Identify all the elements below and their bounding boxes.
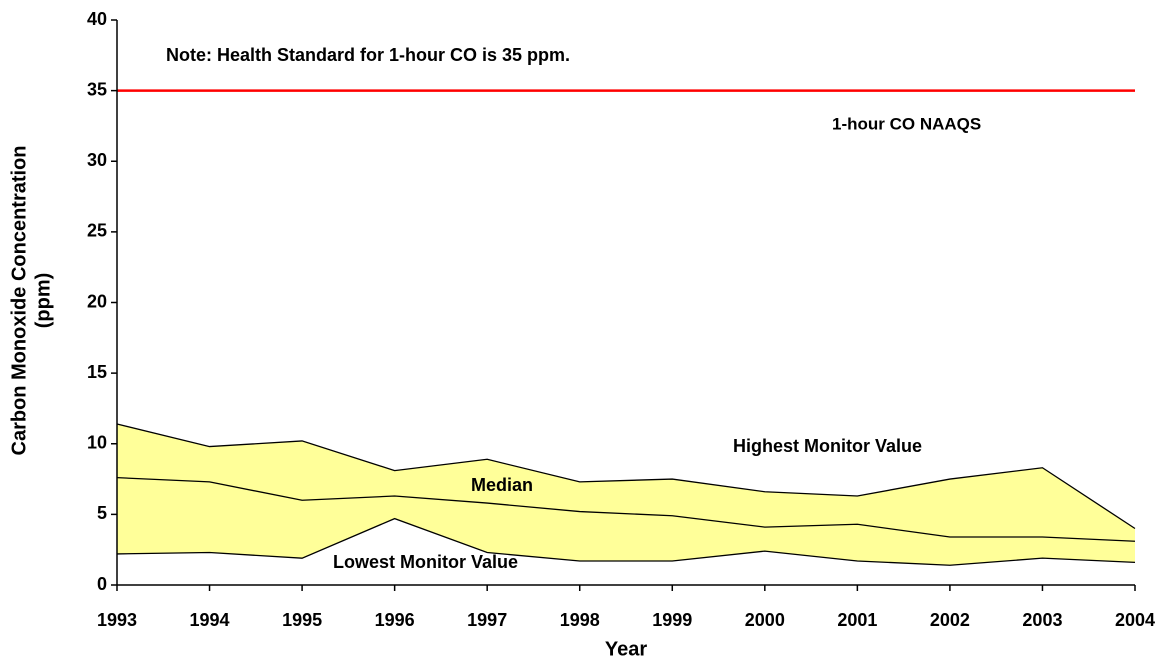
reference-label: 1-hour CO NAAQS: [832, 114, 981, 133]
y-tick-label: 5: [97, 503, 107, 523]
series-label: Median: [471, 475, 533, 495]
x-tick-label: 2003: [1022, 610, 1062, 630]
series-line: [116, 423, 1136, 530]
series-label: Lowest Monitor Value: [333, 552, 518, 572]
x-tick-label: 1997: [467, 610, 507, 630]
y-tick-label: 30: [87, 150, 107, 170]
y-tick-label: 15: [87, 362, 107, 382]
y-axis-label: (ppm): [32, 273, 54, 329]
series-label: Highest Monitor Value: [733, 436, 922, 456]
series-line: [116, 517, 1136, 566]
band-area: [117, 423, 1135, 566]
x-tick-label: 1999: [652, 610, 692, 630]
y-tick-label: 40: [87, 9, 107, 29]
x-tick-label: 1994: [190, 610, 230, 630]
y-tick-label: 10: [87, 433, 107, 453]
y-tick-label: 0: [97, 574, 107, 594]
x-tick-label: 2004: [1115, 610, 1155, 630]
x-tick-label: 1995: [282, 610, 322, 630]
x-tick-label: 2002: [930, 610, 970, 630]
x-tick-label: 2001: [837, 610, 877, 630]
x-tick-label: 1998: [560, 610, 600, 630]
x-axis-label: Year: [605, 638, 647, 660]
x-tick-label: 1993: [97, 610, 137, 630]
y-axis-label: Carbon Monoxide Concentration: [8, 146, 30, 456]
x-tick-label: 2000: [745, 610, 785, 630]
series-line: [116, 477, 1136, 542]
note: Note: Health Standard for 1-hour CO is 3…: [166, 45, 570, 65]
y-tick-label: 35: [87, 79, 107, 99]
y-tick-label: 20: [87, 291, 107, 311]
x-tick-label: 1996: [375, 610, 415, 630]
y-tick-label: 25: [87, 221, 107, 241]
